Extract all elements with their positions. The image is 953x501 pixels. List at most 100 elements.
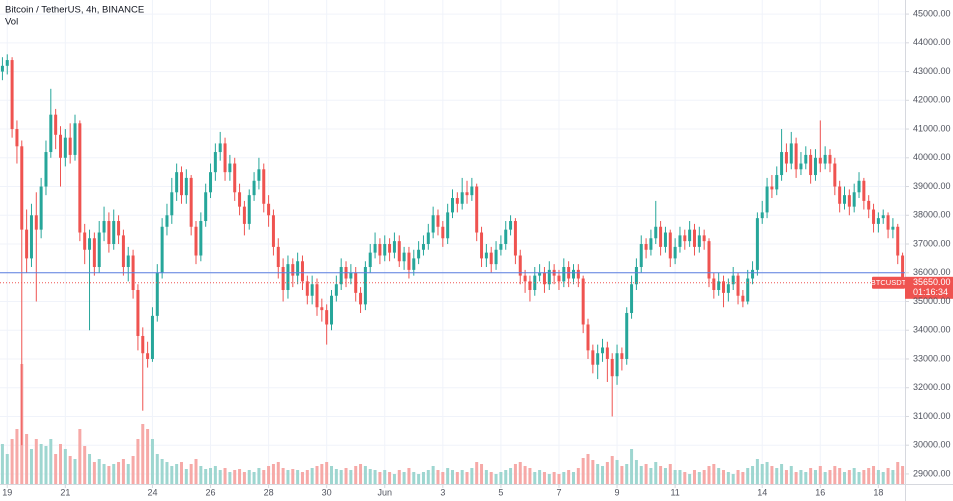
volume-bar: [591, 460, 595, 484]
candle-body: [847, 195, 851, 207]
volume-bar: [470, 468, 474, 484]
volume-bar: [857, 472, 861, 484]
volume-bar: [557, 474, 561, 484]
volume-bar: [567, 470, 571, 484]
volume-bar: [784, 470, 788, 484]
candle-body: [34, 215, 38, 230]
volume-bar: [146, 429, 150, 484]
candle-body: [794, 143, 798, 170]
symbol-title: Bitcoin / TetherUS, 4h, BINANCE: [5, 5, 144, 16]
candle-body: [102, 221, 106, 233]
volume-bar: [291, 469, 295, 484]
candle-body: [223, 143, 227, 173]
volume-bar: [402, 472, 406, 484]
volume-bar: [271, 464, 275, 484]
volume-bar: [305, 470, 309, 484]
volume-bar: [107, 466, 111, 484]
candle-body: [818, 157, 822, 164]
volume-bar: [876, 470, 880, 484]
candle-body: [547, 269, 551, 285]
volume-bar: [809, 468, 813, 484]
candle-body: [625, 312, 629, 359]
volume-bar: [233, 470, 237, 484]
candle-body: [838, 186, 842, 204]
volume-bar: [659, 466, 663, 484]
candle-body: [233, 163, 237, 193]
candle-body: [833, 163, 837, 187]
volume-bar: [886, 468, 890, 484]
candle-body: [436, 215, 440, 227]
candle-body: [209, 172, 213, 193]
candle-body: [634, 267, 638, 285]
volume-bar: [780, 464, 784, 484]
candle-body: [726, 284, 730, 293]
volume-bar: [88, 454, 92, 484]
candle-body: [683, 235, 687, 242]
candle-body: [199, 221, 203, 256]
candle-body: [886, 215, 890, 230]
candle-body: [441, 226, 445, 239]
candle-body: [499, 244, 503, 250]
candle-body: [281, 267, 285, 290]
candle-body: [421, 244, 425, 250]
candle-body: [755, 218, 759, 270]
volume-bar: [620, 466, 624, 484]
volume-bar: [179, 462, 183, 484]
candle-body: [712, 278, 716, 290]
volume-bar: [668, 464, 672, 484]
volume-bar: [49, 439, 53, 484]
volume-bar: [373, 470, 377, 484]
volume-bar: [596, 464, 600, 484]
y-tick-label: 33000.00: [913, 353, 951, 363]
volume-bar: [625, 464, 629, 484]
candle-body: [368, 252, 372, 268]
x-tick-label: 7: [556, 487, 561, 497]
candle-body: [179, 172, 183, 196]
volume-bar: [228, 472, 232, 484]
candle-body: [673, 246, 677, 259]
volume-bar: [862, 470, 866, 484]
volume-bar: [199, 466, 203, 484]
candle-body: [659, 226, 663, 247]
candle-body: [717, 281, 721, 290]
volume-bar: [712, 464, 716, 484]
volume-bar: [552, 472, 556, 484]
volume-bar: [494, 474, 498, 484]
candle-body: [901, 255, 905, 283]
volume-bar: [475, 462, 479, 484]
candle-body: [286, 264, 290, 290]
volume-bar: [480, 464, 484, 484]
y-tick-label: 39000.00: [913, 181, 951, 191]
candle-body: [155, 272, 159, 316]
candle-body: [63, 137, 67, 158]
volume-bar: [688, 474, 692, 484]
volume-bar: [296, 470, 300, 484]
candle-body: [15, 129, 19, 147]
volume-bar: [547, 474, 551, 484]
volume-bar: [417, 474, 421, 484]
volume-bar: [499, 472, 503, 484]
x-tick-label: 18: [873, 487, 883, 497]
volume-bar: [247, 470, 251, 484]
x-tick-label: 16: [815, 487, 825, 497]
candle-body: [596, 353, 600, 365]
candle-body: [58, 134, 62, 158]
candle-body: [247, 195, 251, 224]
candle-body: [736, 275, 740, 296]
volume-label: Vol: [5, 17, 18, 28]
candle-body: [465, 192, 469, 196]
volume-bar: [44, 446, 48, 484]
price-badge: [905, 276, 953, 299]
volume-bar: [92, 462, 96, 484]
candle-body: [49, 114, 53, 153]
volume-bar: [702, 470, 706, 484]
candle-body: [644, 244, 648, 250]
candle-body: [271, 215, 275, 247]
volume-bar: [150, 439, 154, 484]
volume-bar: [242, 472, 246, 484]
volume-bar: [339, 470, 343, 484]
volume-bar: [223, 468, 227, 484]
candle-body: [881, 215, 885, 219]
